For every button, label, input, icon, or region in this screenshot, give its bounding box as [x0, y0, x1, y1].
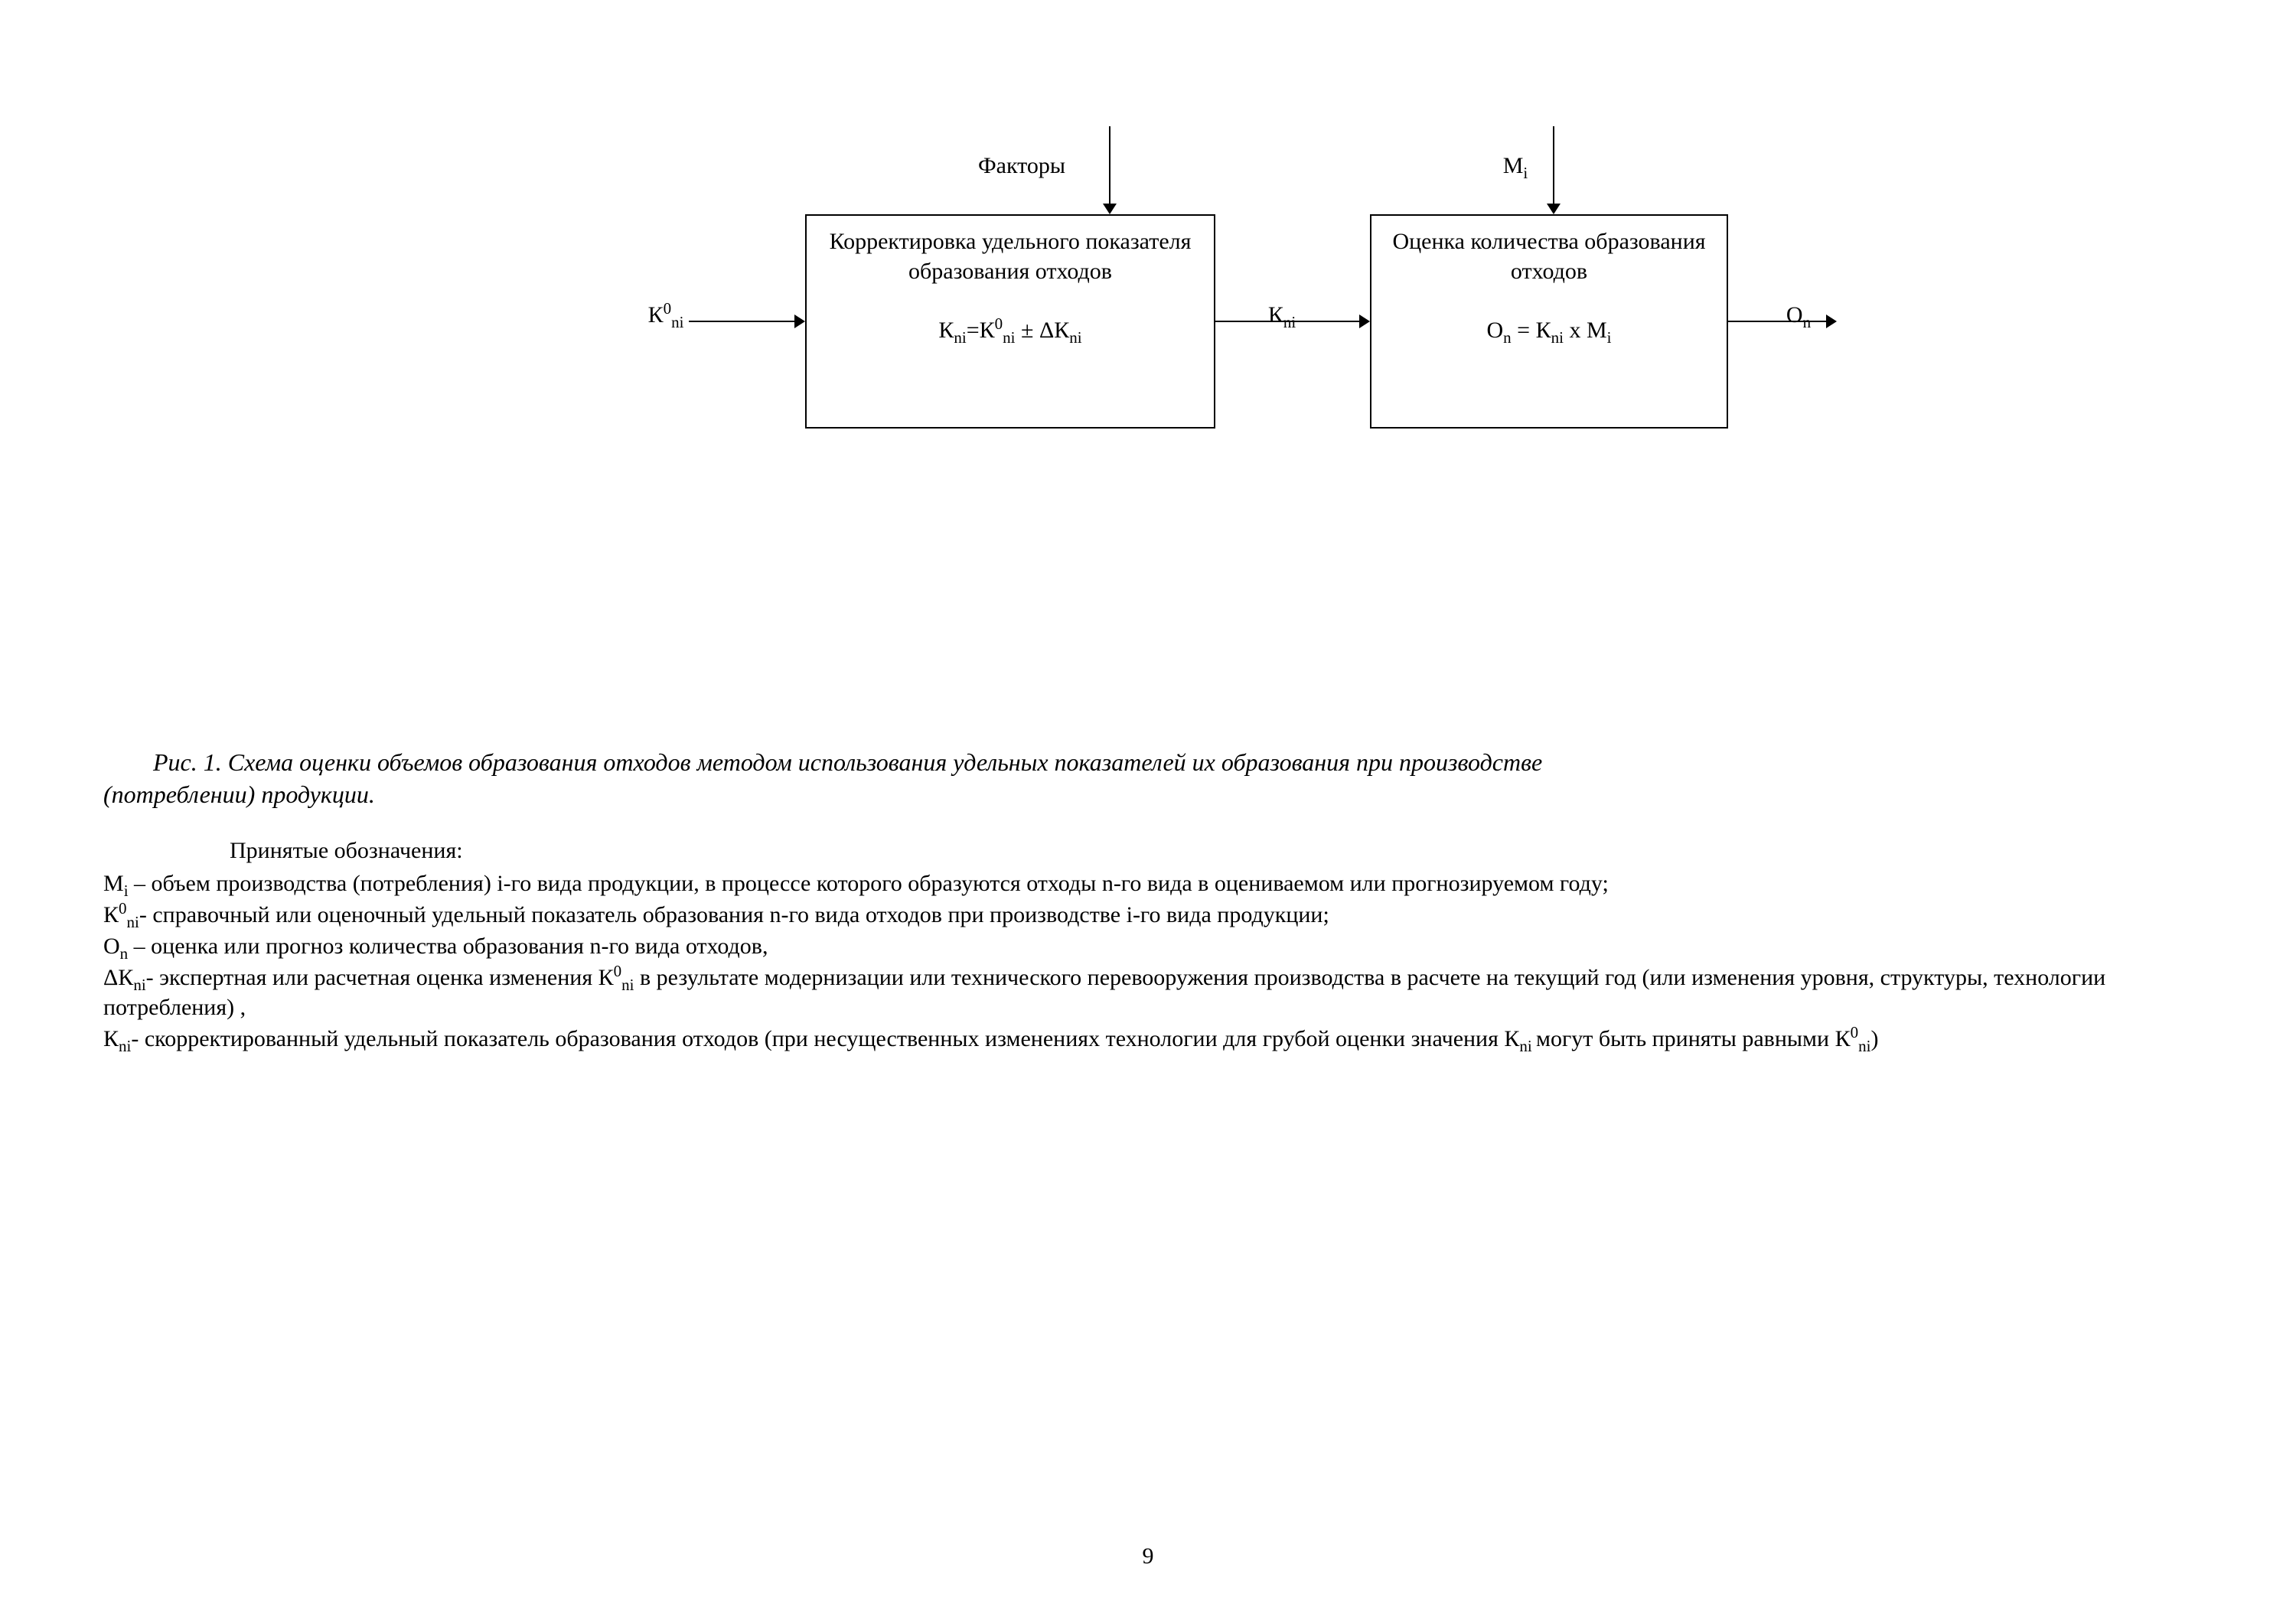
box-correction: Корректировка удельного показателя образ… — [805, 214, 1215, 429]
legend-body: Мi – объем производства (потребления) i-… — [103, 869, 2193, 1055]
figure-caption-line1: Рис. 1. Схема оценки объемов образования… — [153, 746, 2219, 779]
box-evaluation-title: Оценка количества образования отходов — [1371, 227, 1727, 286]
box-evaluation: Оценка количества образования отходов Оn… — [1370, 214, 1728, 429]
a-in-k0ni — [680, 312, 814, 331]
label-factors: Факторы — [957, 153, 1087, 179]
legend-heading: Принятые обозначения: — [230, 838, 463, 864]
legend-item: Мi – объем производства (потребления) i-… — [103, 869, 2193, 898]
box-correction-formula: Кni=К0ni ± ΔКni — [807, 315, 1214, 345]
legend-item: Оn – оценка или прогноз количества образ… — [103, 931, 2193, 961]
legend-item: К0ni- справочный или оценочный удельный … — [103, 900, 2193, 930]
legend-item: Кni- скорректированный удельный показате… — [103, 1024, 2193, 1054]
page: Корректировка удельного показателя образ… — [0, 0, 2296, 1623]
flowchart-diagram: Корректировка удельного показателя образ… — [0, 0, 2296, 536]
figure-caption-line2: (потреблении) продукции. — [103, 781, 2170, 809]
caption-text-1: Схема оценки объемов образования отходов… — [228, 748, 1542, 776]
a-factors — [1101, 117, 1119, 223]
page-number: 9 — [0, 1543, 2296, 1569]
a-mi — [1544, 117, 1563, 223]
legend-item: ΔКni- экспертная или расчетная оценка из… — [103, 963, 2193, 1022]
label-mi: Мi — [1492, 153, 1538, 179]
caption-prefix: Рис. 1. — [153, 748, 228, 776]
a-out-on — [1719, 312, 1846, 331]
box-evaluation-formula: Оn = Кni x Мi — [1371, 315, 1727, 345]
a-mid-kni — [1206, 312, 1379, 331]
box-correction-title: Корректировка удельного показателя образ… — [807, 227, 1214, 286]
